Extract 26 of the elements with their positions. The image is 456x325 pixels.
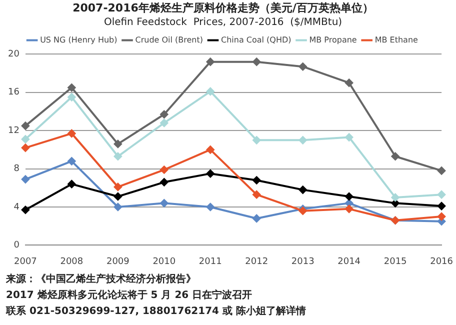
legend-label: US NG (Henry Hub) — [40, 35, 118, 44]
x-tick-label: 2009 — [106, 256, 130, 267]
y-tick-label: 0 — [14, 240, 20, 251]
y-tick-label: 12 — [8, 126, 20, 136]
x-tick-label: 2013 — [291, 256, 314, 267]
y-tick-label: 8 — [14, 164, 20, 174]
legend-label: MB Ethane — [374, 35, 418, 44]
x-tick-label: 2014 — [338, 256, 361, 267]
x-tick-label: 2015 — [384, 256, 407, 267]
chart-title: 2007-2016年烯烃生产原料价格走势（美元/百万英热单位） — [72, 1, 374, 14]
legend-label: MB Propane — [309, 35, 357, 44]
legend-label: Crude Oil (Brent) — [135, 35, 203, 44]
y-tick-label: 4 — [14, 202, 20, 212]
legend-label: China Coal (QHD) — [220, 35, 292, 44]
text: 2017 烯烃原料多元化论坛将于 5 月 26 日在宁波召开 — [6, 288, 254, 303]
chart-subtitle: Olefin Feedstock Prices, 2007-2016 ($/MMBtu) — [104, 16, 342, 28]
x-tick-label: 2011 — [198, 256, 222, 267]
source-note: 来源：《中国乙烯生产技术经济分析报告》 — [6, 272, 197, 287]
y-tick-label: 16 — [8, 88, 20, 98]
x-tick-label: 2010 — [152, 256, 176, 267]
x-tick-label: 2012 — [245, 256, 268, 267]
x-tick-label: 2016 — [430, 256, 454, 267]
text: 联系 021-50329699-127, 18801762174 或 陈小姐了解详情 — [6, 304, 307, 319]
y-tick-label: 20 — [8, 50, 20, 60]
x-tick-label: 2008 — [60, 256, 84, 267]
x-tick-label: 2007 — [14, 256, 37, 267]
